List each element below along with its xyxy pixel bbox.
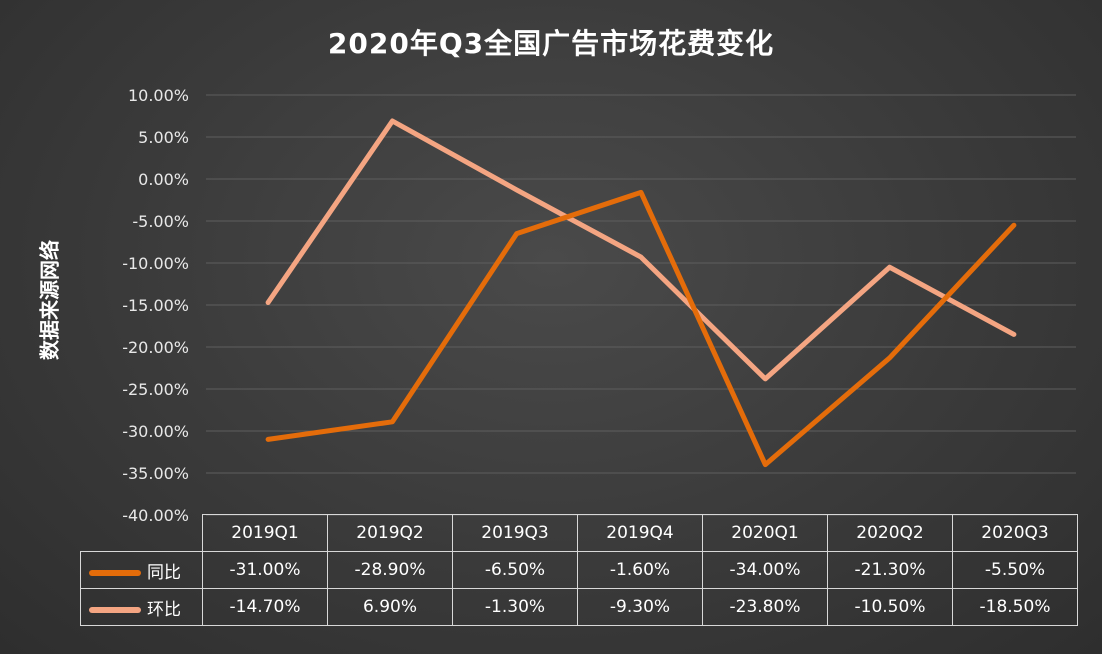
data-label: 6.90%	[327, 588, 453, 626]
chart-title: 2020年Q3全国广告市场花费变化	[327, 27, 775, 60]
series-name: 环比	[147, 599, 181, 620]
data-label: -28.90%	[327, 551, 453, 589]
y-tick-label: 0.00%	[138, 170, 189, 189]
category-label: 2019Q4	[577, 514, 703, 552]
table-row-qoq: 环比 -14.70% 6.90% -1.30% -9.30% -23.80% -…	[80, 588, 1078, 626]
data-label: -14.70%	[202, 588, 328, 626]
data-label: -31.00%	[202, 551, 328, 589]
gridlines	[206, 94, 1076, 516]
y-tick-label: -20.00%	[122, 338, 189, 357]
y-tick-label: -35.00%	[122, 464, 189, 483]
data-label: -34.00%	[702, 551, 828, 589]
category-label: 2020Q3	[952, 514, 1078, 552]
data-label: -21.30%	[827, 551, 953, 589]
y-tick-label: -5.00%	[132, 212, 189, 231]
table-row-yoy: 同比 -31.00% -28.90% -6.50% -1.60% -34.00%…	[80, 551, 1078, 589]
category-label: 2019Q2	[327, 514, 453, 552]
y-tick-label: -30.00%	[122, 422, 189, 441]
category-label: 2019Q1	[202, 514, 328, 552]
legend-swatch-qoq	[89, 606, 141, 613]
category-label: 2019Q3	[452, 514, 578, 552]
y-tick-label: -25.00%	[122, 380, 189, 399]
category-label: 2020Q2	[827, 514, 953, 552]
data-label: -23.80%	[702, 588, 828, 626]
table-corner	[80, 514, 203, 552]
data-table: 2019Q1 2019Q2 2019Q3 2019Q4 2020Q1 2020Q…	[80, 514, 1078, 626]
series-name: 同比	[147, 562, 181, 583]
y-tick-label: -15.00%	[122, 296, 189, 315]
data-label: -9.30%	[577, 588, 703, 626]
series-lines	[265, 118, 1017, 468]
data-label: -1.60%	[577, 551, 703, 589]
legend-entry-yoy: 同比	[80, 551, 203, 589]
y-axis-ticks: 10.00% 5.00% 0.00% -5.00% -10.00% -15.00% -20.…	[122, 86, 189, 525]
category-label: 2020Q1	[702, 514, 828, 552]
y-tick-label: -10.00%	[122, 254, 189, 273]
legend-entry-qoq: 环比	[80, 588, 203, 626]
series-line-qoq	[265, 118, 1017, 382]
data-label: -6.50%	[452, 551, 578, 589]
data-label: -18.50%	[952, 588, 1078, 626]
y-tick-label: 10.00%	[128, 86, 189, 105]
data-label: -5.50%	[952, 551, 1078, 589]
y-tick-label: 5.00%	[138, 128, 189, 147]
legend-swatch-yoy	[89, 569, 141, 576]
data-label: -10.50%	[827, 588, 953, 626]
series-line-yoy	[265, 189, 1017, 468]
data-label: -1.30%	[452, 588, 578, 626]
table-header-row: 2019Q1 2019Q2 2019Q3 2019Q4 2020Q1 2020Q…	[80, 514, 1078, 552]
